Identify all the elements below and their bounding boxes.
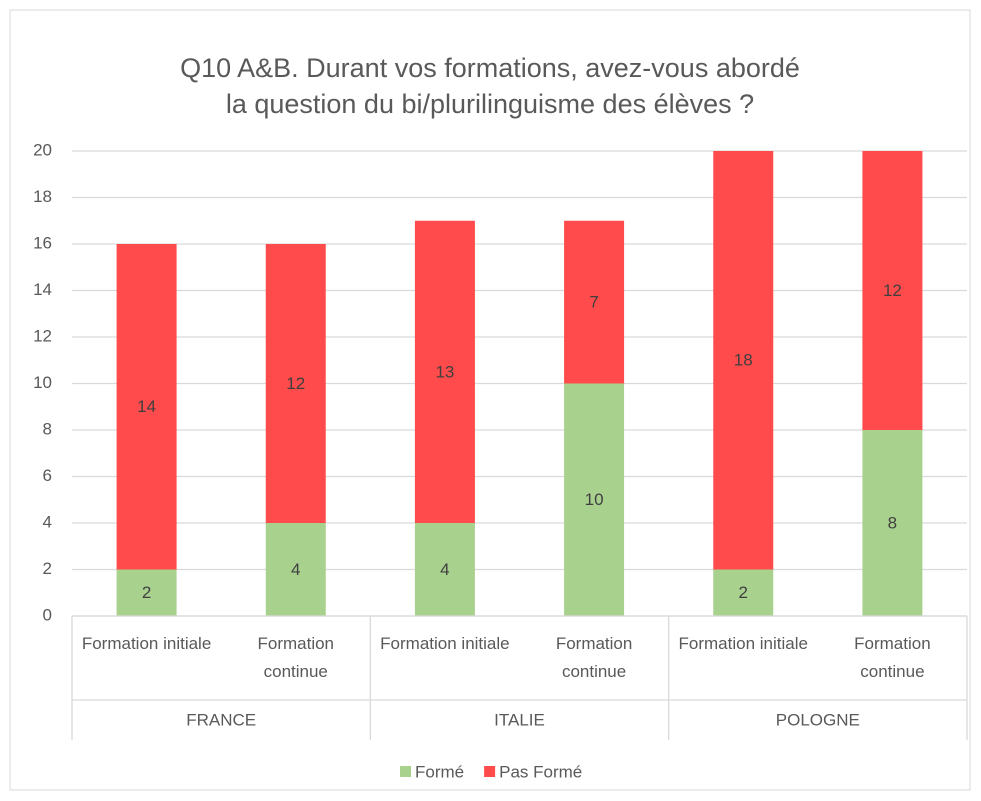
legend-swatch <box>400 766 411 777</box>
bar-segment <box>862 430 923 616</box>
data-label: 13 <box>435 362 454 381</box>
chart-title: la question du bi/plurilinguisme des élè… <box>226 89 754 119</box>
bar-segment <box>265 523 326 616</box>
legend-swatch <box>484 766 496 777</box>
x-tick-label: Formation continue <box>854 634 931 681</box>
data-label: 7 <box>589 293 598 312</box>
data-label: 12 <box>883 281 902 300</box>
data-label: 18 <box>734 351 753 370</box>
y-tick-label: 2 <box>43 559 52 578</box>
bar-segment <box>713 151 774 570</box>
x-tick-label: Formation continue <box>555 634 633 681</box>
group-label: ITALIE <box>494 710 545 729</box>
bar-segment <box>414 523 475 616</box>
data-label: 12 <box>286 374 305 393</box>
y-tick-label: 14 <box>33 280 52 299</box>
data-label: 4 <box>291 560 300 579</box>
data-label: 8 <box>888 513 897 532</box>
y-tick-label: 10 <box>33 373 52 392</box>
bar-segment <box>564 383 625 616</box>
data-label: 2 <box>142 583 151 602</box>
bar-segment <box>414 220 475 523</box>
bar-segment <box>265 244 326 523</box>
chart-title: Q10 A&B. Durant vos formations, avez-vou… <box>180 53 800 83</box>
bar-segment <box>116 244 177 570</box>
data-label: 4 <box>440 560 449 579</box>
group-label: FRANCE <box>186 710 256 729</box>
bar-segment <box>116 569 177 616</box>
y-tick-label: 0 <box>43 605 52 624</box>
y-tick-label: 12 <box>33 326 52 345</box>
y-tick-label: 18 <box>33 187 52 206</box>
x-tick-label: Formation initiale <box>81 634 212 653</box>
y-tick-label: 20 <box>33 140 52 159</box>
legend-label: Pas Formé <box>499 762 582 781</box>
data-label: 2 <box>739 583 748 602</box>
bar-segment <box>862 151 923 430</box>
bar-segment <box>713 569 774 616</box>
x-tick-label: Formation initiale <box>678 634 808 653</box>
legend-label: Formé <box>415 762 464 781</box>
y-tick-label: 16 <box>33 233 52 252</box>
x-tick-label: Formation initiale <box>380 634 510 653</box>
y-tick-label: 4 <box>43 512 52 531</box>
data-label: 10 <box>585 490 604 509</box>
y-tick-label: 8 <box>43 419 52 438</box>
bar-segment <box>564 220 625 384</box>
y-tick-label: 6 <box>43 466 52 485</box>
group-label: POLOGNE <box>776 710 860 729</box>
x-tick-label: Formation continue <box>257 634 335 681</box>
data-label: 14 <box>137 397 156 416</box>
